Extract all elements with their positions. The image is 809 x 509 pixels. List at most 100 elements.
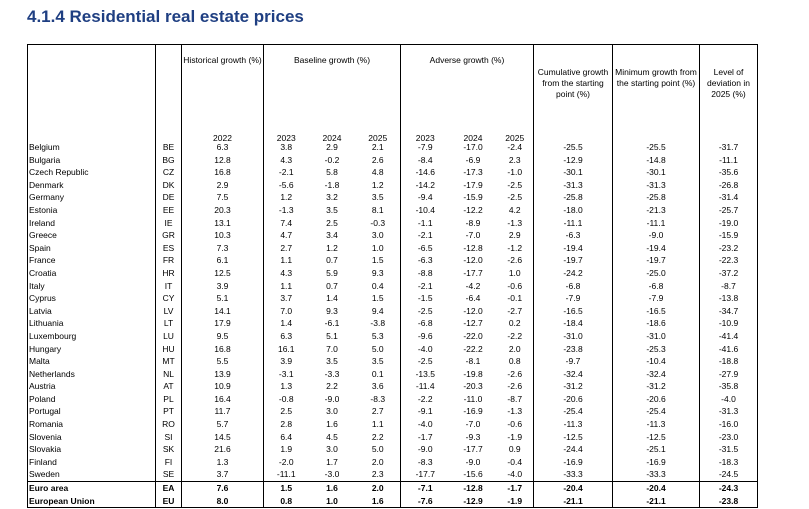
table-row: Sweden SE 3.7 -11.1 -3.0 2.3 -17.7 -15.6 -4.0 -33…: [27, 468, 758, 482]
baseline-2025: 1.5: [371, 255, 384, 266]
minimum-growth: -20.4: [612, 481, 700, 495]
minimum-growth: -21.1: [612, 494, 700, 509]
cumulative-growth: -19.4: [533, 241, 613, 255]
adverse-2024: -17.9: [463, 179, 483, 190]
historical-2022: 5.7: [181, 418, 264, 431]
adverse-2024: -4.2: [465, 280, 481, 291]
cumulative-growth: -9.7: [533, 355, 613, 368]
baseline-2023: -2.1: [263, 166, 309, 179]
country-code: EE: [155, 203, 182, 217]
country-code: LU: [155, 329, 182, 343]
table-row: Spain ES 7.3 2.7 1.2 1.0 -6.5 -12.8 -1.2 -19.4 -19…: [27, 241, 758, 255]
table-row: Lithuania LT 17.9 1.4 -6.1 -3.8 -6.8 -12.7 0.2 -1…: [27, 317, 758, 330]
deviation-2025: -24.3: [699, 481, 758, 495]
table-row: Hungary HU 16.8 16.1 7.0 5.0 -4.0 -22.2 2.0 -23.8…: [27, 342, 758, 356]
adverse-2024: -8.9: [465, 217, 481, 228]
table-row: Slovakia SK 21.6 1.9 3.0 5.0 -9.0 -17.7 0.9 -24.4…: [27, 443, 758, 456]
adverse-2025: -2.7: [507, 305, 523, 316]
country-name: Denmark: [27, 178, 156, 192]
baseline-2024: -3.0: [324, 469, 340, 480]
deviation-2025: -37.2: [699, 266, 758, 280]
minimum-growth: -31.3: [612, 178, 700, 192]
minimum-growth: -32.4: [612, 367, 700, 381]
table-row: Estonia EE 20.3 -1.3 3.5 8.1 -10.4 -12.2 4.2 -18.…: [27, 203, 758, 217]
baseline-2023: 6.4: [263, 430, 309, 444]
cumulative-growth: -12.5: [533, 430, 613, 444]
country-code: SI: [155, 430, 182, 444]
deviation-2025: -8.7: [699, 279, 758, 293]
adverse-2025: 0.2: [508, 318, 521, 329]
country-code: MT: [155, 355, 182, 368]
table-row: Germany DE 7.5 1.2 3.2 3.5 -9.4 -15.9 -2.5 -25.8-…: [27, 191, 758, 204]
adverse-2024: -17.7: [463, 444, 483, 455]
header-baseline: Baseline growth (%): [263, 43, 401, 135]
deviation-2025: -26.8: [699, 178, 758, 192]
historical-2022: 5.5: [181, 355, 264, 368]
adverse-2024: -17.7: [463, 267, 483, 278]
deviation-2025: -35.8: [699, 380, 758, 393]
baseline-2023: 3.8: [263, 141, 309, 154]
table-row: Croatia HR 12.5 4.3 5.9 9.3 -8.8 -17.7 1.0 -24.2-…: [27, 266, 758, 280]
adverse-2025: -1.3: [507, 406, 523, 417]
country-name: Finland: [27, 455, 156, 469]
baseline-2024: 2.2: [326, 381, 338, 392]
adverse-2025: -2.6: [507, 368, 523, 379]
historical-2022: 8.0: [181, 494, 264, 509]
baseline-2025: -8.3: [370, 393, 386, 404]
cumulative-growth: -11.3: [533, 418, 613, 431]
header-historical: Historical growth (%): [181, 43, 264, 135]
country-name: Luxembourg: [27, 329, 156, 343]
country-code: GR: [155, 229, 182, 242]
baseline-2025: 8.1: [371, 204, 384, 215]
baseline-2023: 2.8: [263, 418, 309, 431]
adverse-2025: -8.7: [507, 393, 523, 404]
historical-2022: 14.5: [181, 430, 264, 444]
baseline-2024: -3.3: [324, 368, 340, 379]
baseline-2025: 3.0: [371, 230, 384, 241]
baseline-2025: 9.4: [371, 305, 384, 316]
adverse-2025: 2.0: [508, 343, 521, 354]
adverse-2025: -2.6: [507, 255, 523, 266]
adverse-2023: -14.6: [400, 166, 450, 179]
baseline-2023: -5.6: [263, 178, 309, 192]
minimum-growth: -16.5: [612, 304, 700, 318]
table-row: Malta MT 5.5 3.9 3.5 3.5 -2.5 -8.1 0.8 -9.7 -10.4-…: [27, 355, 758, 368]
year-label: 2023: [400, 134, 450, 141]
adverse-2024: -20.3: [463, 381, 483, 392]
deviation-2025: -31.5: [699, 443, 758, 456]
country-name: Cyprus: [27, 292, 156, 305]
baseline-2025: 4.8: [371, 167, 384, 178]
year-label: 2024: [322, 134, 342, 141]
cumulative-growth: -21.1: [533, 494, 613, 509]
deviation-2025: -41.4: [699, 329, 758, 343]
deviation-2025: -13.8: [699, 292, 758, 305]
table-row: Slovenia SI 14.5 6.4 4.5 2.2 -1.7 -9.3 -1.9 -12.5…: [27, 430, 758, 444]
deviation-2025: -23.0: [699, 430, 758, 444]
real-estate-table: Historical growth (%) Baseline growth (%…: [27, 43, 758, 509]
year-label: 2022: [181, 134, 264, 141]
country-name: Euro area: [27, 481, 156, 495]
country-name: Malta: [27, 355, 156, 368]
adverse-2024: -6.4: [465, 293, 481, 304]
historical-2022: 6.3: [181, 141, 264, 154]
country-code: PT: [155, 405, 182, 419]
year-label: 2025: [368, 134, 388, 141]
historical-2022: 5.1: [181, 292, 264, 305]
table-row: Portugal PT 11.7 2.5 3.0 2.7 -9.1 -16.9 -1.3 -25.…: [27, 405, 758, 419]
historical-2022: 13.1: [181, 216, 264, 230]
country-name: Romania: [27, 418, 156, 431]
deviation-2025: -18.8: [699, 355, 758, 368]
country-name: Ireland: [27, 216, 156, 230]
adverse-2025: -2.2: [507, 330, 523, 341]
baseline-2025: 2.7: [371, 406, 384, 417]
baseline-2023: -2.0: [263, 455, 309, 469]
adverse-2023: -2.1: [400, 229, 450, 242]
adverse-2023: -13.5: [400, 367, 450, 381]
baseline-2023: 7.4: [263, 216, 309, 230]
cumulative-growth: -16.5: [533, 304, 613, 318]
baseline-2025: 1.0: [371, 242, 384, 253]
cumulative-growth: -24.4: [533, 443, 613, 456]
deviation-2025: -18.3: [699, 455, 758, 469]
historical-2022: 11.7: [181, 405, 264, 419]
cumulative-growth: -24.2: [533, 266, 613, 280]
